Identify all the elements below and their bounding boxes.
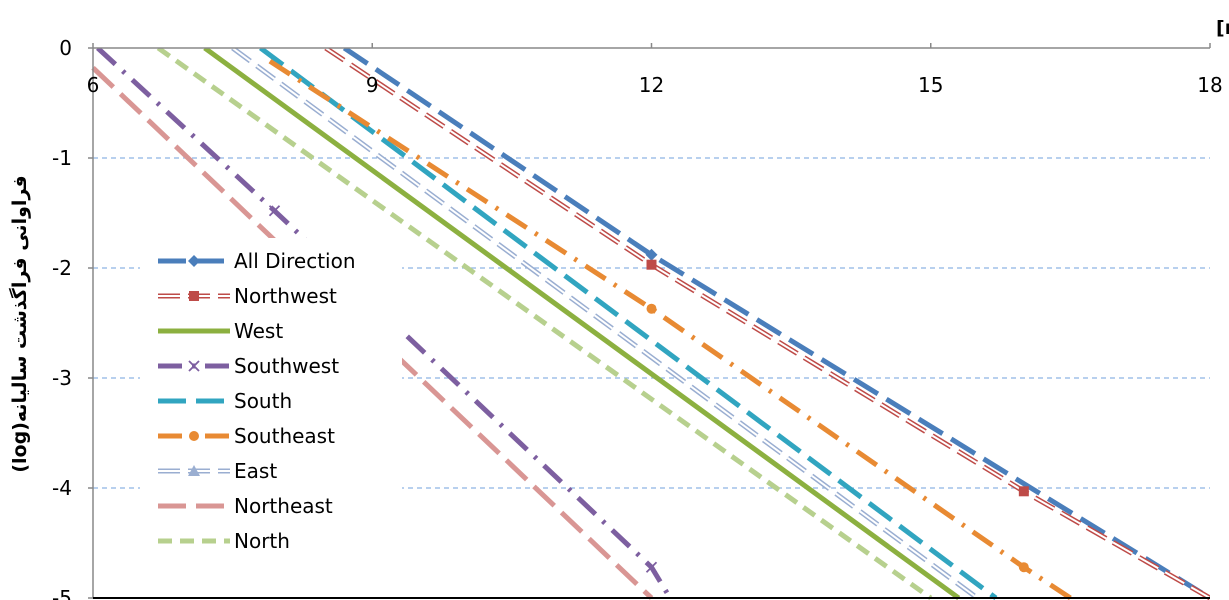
y-tick-label: -1	[52, 146, 72, 170]
legend-entry: Northwest	[158, 284, 337, 308]
series-line-inner	[232, 48, 978, 599]
legend-label: East	[234, 459, 277, 483]
y-tick-label: -2	[52, 256, 72, 280]
series-west	[203, 48, 961, 600]
series-east	[231, 48, 979, 600]
y-tick-label: -4	[52, 476, 72, 500]
legend-label: Southeast	[234, 424, 335, 448]
legend-label: West	[234, 319, 283, 343]
legend-entry: North	[158, 529, 290, 553]
point-marker	[646, 259, 657, 270]
legend: All Direction Northwest West Southwest South…	[140, 238, 402, 578]
series-line	[203, 48, 961, 600]
series-layer	[91, 48, 1210, 600]
point-marker	[645, 561, 658, 573]
y-tick-label: -3	[52, 366, 72, 390]
series-line-inner	[325, 48, 1210, 599]
point-marker	[188, 255, 200, 267]
legend-label: South	[234, 389, 292, 413]
point-marker	[189, 291, 199, 301]
series-all-direction	[342, 48, 1210, 600]
legend-entry: Southwest	[158, 354, 339, 378]
axes: 0 -1 -2 -3 -4 -5 6 9 12 15 18	[52, 36, 1223, 600]
point-marker	[188, 360, 200, 372]
point-marker	[646, 303, 657, 314]
series-line	[259, 48, 998, 600]
y-axis-title: فراوانی فراگذشت سالیانه(log)	[8, 175, 31, 472]
y-tick-label: -5	[52, 586, 72, 600]
legend-entry: West	[158, 319, 283, 343]
x-tick-label: 12	[639, 73, 664, 97]
legend-label: Southwest	[234, 354, 339, 378]
legend-entry: South	[158, 389, 292, 413]
point-marker	[1018, 562, 1029, 573]
legend-label: Northeast	[234, 494, 333, 518]
point-marker	[189, 431, 199, 441]
point-marker	[268, 205, 281, 217]
legend-entry: All Direction	[158, 249, 356, 273]
legend-entry: Northeast	[158, 494, 333, 518]
series-north	[156, 48, 933, 600]
series-line	[268, 59, 1072, 600]
point-marker	[188, 465, 200, 476]
legend-label: Northwest	[234, 284, 337, 308]
x-tick-label: 15	[918, 73, 943, 97]
series-line	[324, 48, 1210, 600]
legend-background	[140, 238, 402, 578]
series-southeast	[268, 59, 1072, 600]
legend-label: North	[234, 529, 290, 553]
x-tick-label: 9	[366, 73, 379, 97]
series-south	[259, 48, 998, 600]
x-tick-label: 18	[1197, 73, 1222, 97]
point-marker	[645, 248, 658, 261]
series-line	[156, 48, 933, 600]
series-northwest	[324, 48, 1210, 600]
legend-label: All Direction	[234, 249, 356, 273]
point-marker	[1018, 486, 1029, 497]
series-line	[342, 48, 1210, 600]
y-tick-label: 0	[59, 36, 72, 60]
series-southwest	[96, 48, 673, 600]
legend-entry: Southeast	[158, 424, 335, 448]
x-tick-label: 6	[87, 73, 100, 97]
legend-entry: East	[158, 459, 277, 483]
x-axis-title: ارتفاع موج [m]	[1216, 17, 1229, 39]
